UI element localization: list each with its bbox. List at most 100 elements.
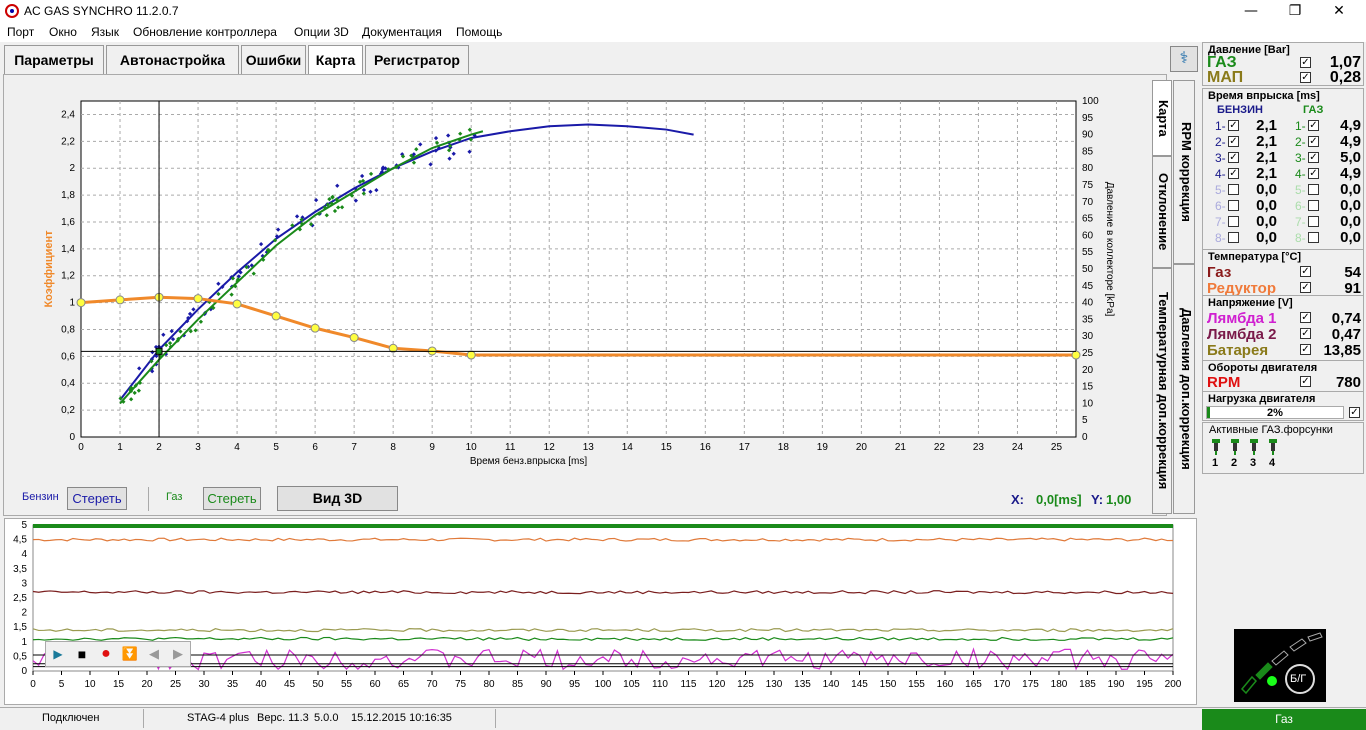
close-button[interactable]: ✕ (1333, 3, 1345, 19)
trend-y-tick-label: 5 (21, 520, 27, 531)
y-right-tick-label: 75 (1082, 180, 1094, 191)
rpm-checkbox[interactable]: ✓ (1300, 376, 1311, 387)
lambda2-checkbox[interactable]: ✓ (1300, 328, 1311, 339)
maximize-button[interactable]: ❐ (1288, 3, 1302, 19)
tab-errors[interactable]: Ошибки (241, 45, 306, 74)
minimize-button[interactable]: — (1244, 3, 1258, 19)
forward-icon[interactable]: ▶ (173, 646, 183, 661)
trend-panel: 0 0,5 1 1,5 2 2,5 3 3,5 4 4,5 5 0 5 10 15 20 25 30 35 40 45 5… (4, 518, 1197, 705)
benzin-label: Бензин (22, 491, 59, 503)
scatter-point (178, 329, 183, 334)
scatter-point (136, 388, 141, 393)
menu-documentation[interactable]: Документация (362, 25, 442, 39)
temp-gas-checkbox[interactable]: ✓ (1300, 266, 1311, 277)
trend-chart[interactable]: 00,511,522,533,544,550 5 10 15 20 25 30 35 40 45 5… (5, 519, 1196, 704)
benzin-injector-checkbox[interactable]: ✓ (1228, 168, 1239, 179)
gas-injector-icon (1249, 439, 1259, 455)
pressure-gas-checkbox[interactable]: ✓ (1300, 57, 1311, 68)
benzin-clear-button[interactable]: Стереть (67, 487, 127, 510)
load-checkbox[interactable]: ✓ (1349, 407, 1360, 418)
trend-series-line (32, 628, 1174, 633)
side-tab-deviation[interactable]: Отклонение (1152, 156, 1172, 268)
tab-autotune[interactable]: Автонастройка (106, 45, 239, 74)
download-icon[interactable]: ⏬ (121, 646, 139, 661)
side-tab-pressure-correction[interactable]: Давления доп.коррекция (1173, 264, 1195, 514)
menu-port[interactable]: Порт (7, 25, 35, 39)
benzin-injector-checkbox[interactable] (1228, 184, 1239, 195)
pressure-map-checkbox[interactable]: ✓ (1300, 72, 1311, 83)
side-tab-temp-correction[interactable]: Температурная доп.коррекция (1152, 268, 1172, 514)
stop-icon[interactable]: ■ (77, 646, 87, 662)
temperature-title: Температура [°C] (1208, 251, 1302, 263)
view-3d-button[interactable]: Вид 3D (277, 486, 398, 511)
gas-injector-num: 3- (1295, 151, 1306, 165)
map-chart[interactable]: 0 1 2 3 4 5 6 7 8 9 10 11 12 13 14 15 16 17 18 19 20 21 22 23 24… (4, 75, 1154, 515)
load-title: Нагрузка двигателя (1208, 393, 1316, 405)
gas-injector-checkbox[interactable]: ✓ (1308, 120, 1319, 131)
benzin-injector-checkbox[interactable] (1228, 232, 1239, 243)
gas-clear-button[interactable]: Стереть (203, 487, 261, 510)
trend-y-tick-label: 2 (21, 608, 27, 619)
menu-3d-options[interactable]: Опции 3D (294, 25, 349, 39)
y-right-tick-label: 70 (1082, 197, 1094, 208)
gas-injector-num: 8- (1295, 231, 1306, 245)
menu-window[interactable]: Окно (49, 25, 77, 39)
x-tick-label: 14 (622, 442, 634, 453)
battery-value: 13,85 (1323, 342, 1361, 359)
back-icon[interactable]: ◀ (149, 646, 159, 661)
menu-language[interactable]: Язык (91, 25, 120, 39)
gas-injector-checkbox[interactable] (1308, 216, 1319, 227)
y-right-tick-label: 50 (1082, 264, 1094, 275)
divider (148, 487, 149, 511)
y-right-tick-label: 65 (1082, 214, 1094, 225)
trend-x-tick-label: 150 (880, 679, 897, 690)
pressure-title: Давление [Bar] (1208, 44, 1290, 56)
menu-help[interactable]: Помощь (456, 25, 503, 39)
y-left-tick-label: 2,4 (61, 109, 75, 120)
y-right-tick-label: 10 (1082, 398, 1094, 409)
scatter-point (235, 277, 241, 282)
y-left-tick-label: 2,2 (61, 136, 75, 147)
battery-checkbox[interactable]: ✓ (1300, 344, 1311, 355)
trend-toolbar: ▶ ■ ● ⏬ ◀ ▶ (45, 641, 191, 667)
probe-icon[interactable]: ⚕ (1170, 46, 1198, 72)
scatter-point (411, 160, 417, 165)
benzin-injector-value: 0,0 (1256, 229, 1277, 246)
benzin-injector-value: 0,0 (1256, 197, 1277, 214)
side-tab-rpm-correction[interactable]: RPM коррекция (1173, 80, 1195, 264)
benzin-injector-checkbox[interactable]: ✓ (1228, 120, 1239, 131)
scatter-point (186, 315, 191, 321)
trend-x-tick-label: 175 (1022, 679, 1039, 690)
gas-injector-checkbox[interactable]: ✓ (1308, 168, 1319, 179)
scatter-point (308, 222, 314, 227)
benzin-injector-num: 4- (1215, 167, 1226, 181)
benzin-injector-num: 7- (1215, 215, 1226, 229)
record-icon[interactable]: ● (101, 645, 111, 662)
trend-x-tick-label: 90 (540, 679, 552, 690)
side-tab-map[interactable]: Карта (1152, 80, 1172, 156)
benzin-injector-num: 2- (1215, 135, 1226, 149)
rpm-label: RPM (1207, 374, 1241, 391)
status-mode: Газ (1202, 709, 1366, 730)
tab-parameters[interactable]: Параметры (4, 45, 104, 74)
play-icon[interactable]: ▶ (53, 647, 63, 661)
benzin-injector-checkbox[interactable]: ✓ (1228, 152, 1239, 163)
lambda1-checkbox[interactable]: ✓ (1300, 312, 1311, 323)
x-tick-label: 4 (234, 442, 240, 453)
gas-injector-checkbox[interactable] (1308, 232, 1319, 243)
benzin-injector-checkbox[interactable] (1228, 200, 1239, 211)
tab-map[interactable]: Карта (308, 45, 363, 74)
gas-injector-checkbox[interactable] (1308, 200, 1319, 211)
injectors-title: Активные ГАЗ.форсунки (1209, 424, 1333, 436)
menu-controller-update[interactable]: Обновление контроллера (133, 25, 277, 39)
tab-recorder[interactable]: Регистратор (365, 45, 469, 74)
benzin-injector-checkbox[interactable] (1228, 216, 1239, 227)
gas-injector-checkbox[interactable]: ✓ (1308, 136, 1319, 147)
temp-reducer-checkbox[interactable]: ✓ (1300, 282, 1311, 293)
gas-injector-checkbox[interactable]: ✓ (1308, 152, 1319, 163)
scatter-point (170, 337, 176, 342)
coefficient-point (1071, 350, 1081, 360)
benzin-injector-checkbox[interactable]: ✓ (1228, 136, 1239, 147)
gas-injector-checkbox[interactable] (1308, 184, 1319, 195)
gas-switch[interactable]: Б/Г (1234, 629, 1326, 702)
